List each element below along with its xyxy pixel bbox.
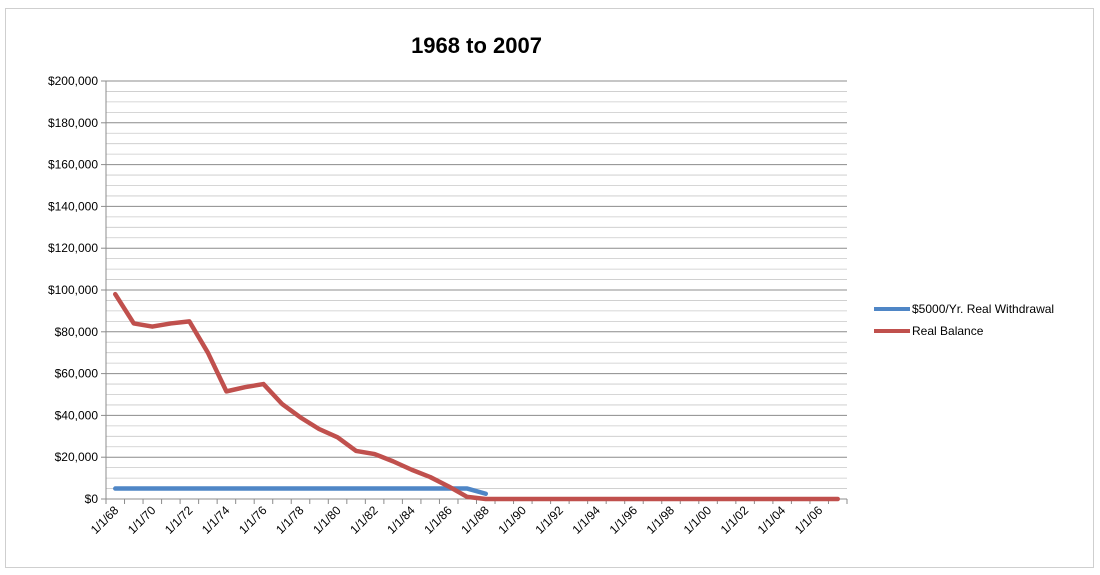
x-tick-label: 1/1/94	[570, 503, 604, 537]
x-tick-label: 1/1/04	[755, 503, 789, 537]
x-tick-label: 1/1/78	[273, 503, 307, 537]
x-tick-label: 1/1/92	[532, 503, 566, 537]
x-tick-label: 1/1/90	[495, 503, 529, 537]
x-tick-label: 1/1/74	[199, 503, 233, 537]
y-tick-label: $100,000	[48, 283, 98, 297]
legend: $5000/Yr. Real Withdrawal Real Balance	[874, 302, 1054, 338]
y-tick-label: $60,000	[55, 367, 99, 381]
axes	[101, 80, 848, 504]
y-tick-label: $180,000	[48, 116, 98, 130]
x-tick-label: 1/1/68	[88, 503, 122, 537]
y-axis-tick-labels: $0 $20,000 $40,000 $60,000 $80,000 $100,000 $1…	[48, 74, 98, 506]
x-tick-label: 1/1/72	[162, 503, 196, 537]
x-axis-tick-labels: 1/1/68 1/1/70 1/1/72 1/1/74 1/1/76 1/1/78 1/1/…	[88, 503, 826, 537]
series-lines	[113, 291, 840, 502]
x-tick-label: 1/1/86	[421, 503, 455, 537]
y-tick-label: $40,000	[55, 408, 99, 422]
x-tick-label: 1/1/96	[607, 503, 641, 537]
x-tick-label: 1/1/02	[718, 503, 752, 537]
x-tick-label: 1/1/80	[310, 503, 344, 537]
chart-frame: 1968 to 2007 $0 $20,000 $40,000 $60,000 $80,…	[5, 8, 1094, 568]
y-tick-label: $0	[85, 492, 99, 506]
chart-title: 1968 to 2007	[411, 33, 542, 58]
line-chart: 1968 to 2007 $0 $20,000 $40,000 $60,000 $80,…	[48, 33, 1054, 537]
gridlines	[106, 80, 847, 489]
legend-label: $5000/Yr. Real Withdrawal	[912, 302, 1054, 316]
x-tick-label: 1/1/06	[792, 503, 826, 537]
legend-label: Real Balance	[912, 324, 984, 338]
x-tick-label: 1/1/84	[384, 503, 418, 537]
y-tick-label: $200,000	[48, 74, 98, 88]
x-tick-label: 1/1/88	[458, 503, 492, 537]
series-line-withdrawal	[113, 486, 489, 497]
y-tick-label: $20,000	[55, 450, 99, 464]
y-tick-label: $160,000	[48, 158, 98, 172]
x-tick-label: 1/1/98	[644, 503, 678, 537]
x-tick-label: 1/1/76	[236, 503, 270, 537]
y-tick-label: $140,000	[48, 199, 98, 213]
y-tick-label: $80,000	[55, 325, 99, 339]
x-tick-label: 1/1/82	[347, 503, 381, 537]
x-tick-label: 1/1/00	[681, 503, 715, 537]
y-tick-label: $120,000	[48, 241, 98, 255]
series-line-real-balance	[113, 291, 840, 502]
x-tick-label: 1/1/70	[125, 503, 159, 537]
